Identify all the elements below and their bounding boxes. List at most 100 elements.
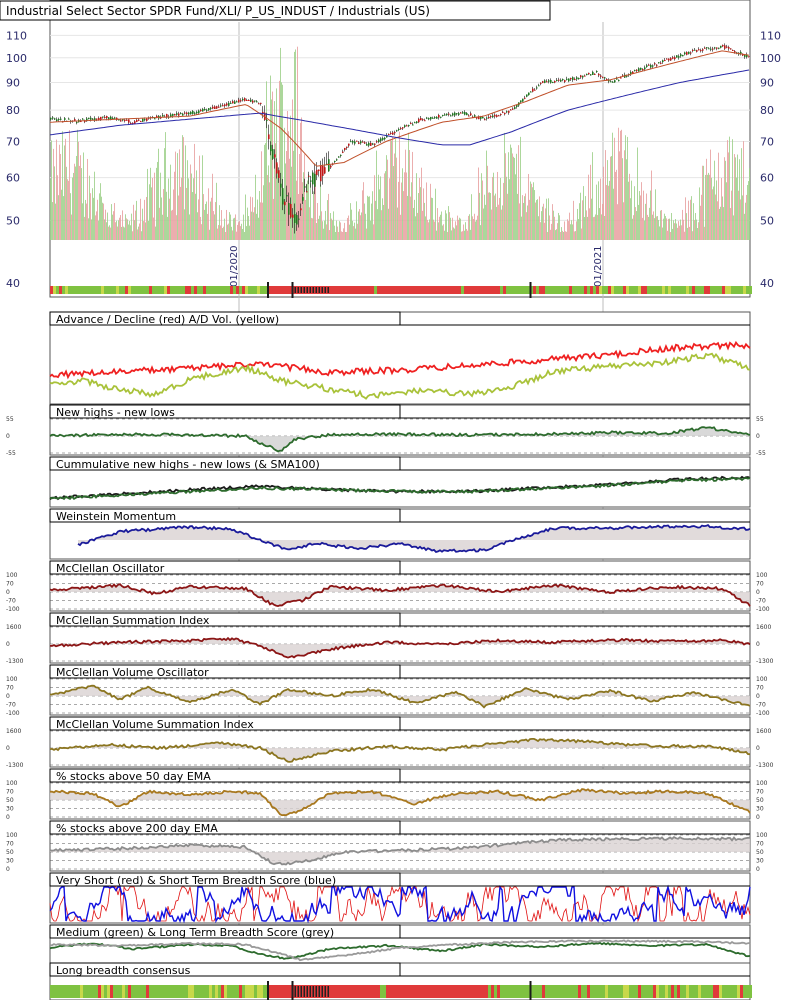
volume-bar xyxy=(366,228,367,240)
volume-bar xyxy=(266,81,267,240)
panel-cum-nhnl xyxy=(49,456,751,508)
volume-bar xyxy=(419,178,420,240)
volume-bar xyxy=(215,202,216,240)
volume-bar xyxy=(167,216,168,240)
strip-cell xyxy=(692,286,695,294)
panel-title: New highs - new lows xyxy=(56,406,175,419)
strip-cell xyxy=(251,286,254,294)
volume-bar xyxy=(584,217,585,240)
volume-bar xyxy=(101,196,102,240)
strip-cell xyxy=(416,286,419,294)
strip-cell xyxy=(443,286,446,294)
volume-bar xyxy=(354,222,355,240)
strip-cell xyxy=(467,985,470,998)
volume-bar xyxy=(528,173,529,240)
candle-body xyxy=(308,175,310,177)
strip-cell xyxy=(638,286,641,294)
volume-bar xyxy=(727,140,728,240)
candle-body xyxy=(282,188,284,205)
candle-body xyxy=(266,120,268,122)
volume-bar xyxy=(723,207,724,240)
volume-bar xyxy=(283,199,284,240)
volume-bar xyxy=(595,214,596,240)
candle-body xyxy=(112,118,114,120)
strip-cell xyxy=(545,286,548,294)
candle-body xyxy=(154,118,156,120)
volume-bar xyxy=(701,194,702,240)
candle-body xyxy=(322,165,324,176)
series-line xyxy=(49,884,751,924)
strip-cell xyxy=(197,985,200,998)
volume-bar xyxy=(596,184,597,240)
volume-bar xyxy=(542,206,543,240)
panel-title-box xyxy=(49,924,401,939)
candle-body xyxy=(740,51,742,54)
volume-bar xyxy=(203,194,204,240)
volume-bar xyxy=(453,227,454,240)
volume-bar xyxy=(718,152,719,240)
candle-body xyxy=(698,49,700,51)
strip-cell xyxy=(440,985,443,998)
volume-bar xyxy=(690,199,691,240)
volume-bar xyxy=(378,174,379,240)
volume-bar xyxy=(725,160,726,240)
strip-cell xyxy=(464,286,467,294)
volume-bar xyxy=(305,199,306,240)
candle-body xyxy=(170,114,172,117)
strip-cell xyxy=(710,286,713,294)
y-tick-right: 1600 xyxy=(756,728,771,735)
volume-bar xyxy=(111,204,112,240)
candle-body xyxy=(672,57,674,59)
volume-bar xyxy=(511,147,512,240)
volume-bar xyxy=(187,160,188,240)
volume-bar xyxy=(635,207,636,240)
volume-bar xyxy=(79,165,80,240)
candle-body xyxy=(516,105,518,107)
volume-bar xyxy=(576,221,577,240)
volume-bar xyxy=(133,204,134,240)
y-tick-right: 70 xyxy=(756,789,764,796)
candle-body xyxy=(686,52,688,55)
volume-bar xyxy=(699,187,700,240)
candle-body xyxy=(134,121,136,124)
y-tick-right: 50 xyxy=(756,797,764,804)
volume-bar xyxy=(94,171,95,240)
volume-bar xyxy=(89,175,90,240)
strip-cell xyxy=(380,985,383,998)
volume-bar xyxy=(98,220,99,240)
volume-bar xyxy=(64,145,65,240)
volume-bar xyxy=(359,209,360,240)
strip-cell xyxy=(350,985,353,998)
volume-bar xyxy=(497,171,498,240)
strip-cell xyxy=(374,286,377,294)
candle-body xyxy=(658,62,660,64)
candle-body xyxy=(634,70,636,72)
candle-body xyxy=(342,151,344,153)
strip-hatch xyxy=(309,986,311,997)
candle-body xyxy=(580,75,582,78)
volume-bar xyxy=(582,200,583,240)
price-title: Industrial Select Sector SPDR Fund/XLI/ … xyxy=(6,4,430,18)
candle-body xyxy=(186,112,188,115)
y-tick-right: 30 xyxy=(756,858,764,865)
candle-body xyxy=(398,128,400,130)
strip-cell xyxy=(215,985,218,998)
strip-cell xyxy=(455,985,458,998)
volume-bar xyxy=(597,215,598,240)
volume-bar xyxy=(702,165,703,240)
candle-body xyxy=(714,47,716,49)
volume-bar xyxy=(486,150,487,240)
panel-mcclellan-sum xyxy=(49,612,751,664)
volume-bar xyxy=(191,173,192,240)
candle-body xyxy=(524,97,526,99)
strip-cell xyxy=(560,985,563,998)
strip-cell xyxy=(689,286,692,294)
volume-bar xyxy=(350,203,351,240)
strip-cell xyxy=(716,286,719,294)
volume-bar xyxy=(345,232,346,240)
strip-hatch xyxy=(312,986,314,997)
panel-nhnl xyxy=(49,404,751,456)
volume-bar xyxy=(731,190,732,240)
volume-bar xyxy=(147,168,148,240)
volume-bar xyxy=(469,214,470,240)
